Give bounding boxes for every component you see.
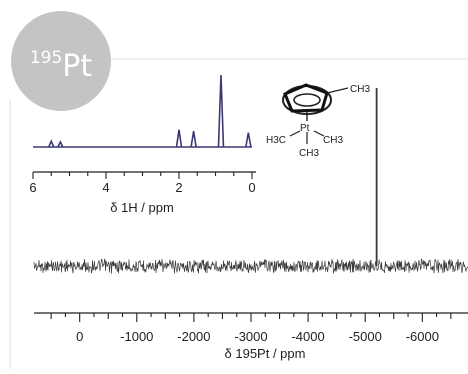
main-tick-label: -4000 [291,329,324,344]
main-195pt-spectrum: 0 -1000 -2000 -3000 -4000 -5000 -6000 δ 195Pt … [33,88,468,361]
badge-mass-number: 195 [30,48,62,68]
inset-axis-title: δ 1H / ppm [110,200,174,215]
inset-tick-label: 6 [29,180,36,195]
methyl-label-top: CH3 [350,84,370,95]
pt-methyl-bond-left [289,130,301,137]
pt-methyl-bond-right [313,130,325,137]
badge-element: Pt [62,49,92,84]
main-noise-trace [33,258,468,274]
methyl-label-bottom: CH3 [299,148,319,159]
inset-tick-label: 4 [102,180,109,195]
inset-tick-label: 0 [248,180,255,195]
isotope-badge: 195Pt [11,11,111,111]
inset-peak-4 [217,74,225,148]
inset-peak-1 [57,140,64,148]
inset-peak-2 [175,129,183,148]
main-axis-title: δ 195Pt / ppm [225,346,306,361]
main-tick-label: 0 [76,329,83,344]
main-tick-label: -6000 [406,329,439,344]
inset-peak-3 [190,131,197,148]
badge-circle [11,11,111,111]
cp-ring-pentagon [283,83,329,113]
inset-peak-0 [48,139,55,148]
methyl-bond-top [326,87,349,94]
main-tick-label: -1000 [120,329,153,344]
main-axis-ticks: 0 -1000 -2000 -3000 -4000 -5000 -6000 [50,313,452,344]
inset-peak-5 [245,132,252,148]
cp-ring-inner [293,93,321,107]
main-tick-label: -3000 [234,329,267,344]
methyl-label-right: CH3 [323,135,343,146]
inset-1h-spectrum: 6 4 2 0 δ 1H / ppm [29,74,256,215]
main-tick-label: -5000 [349,329,382,344]
inset-tick-label: 2 [175,180,182,195]
main-tick-label: -2000 [177,329,210,344]
metal-label: Pt [300,123,310,134]
svg-text:195Pt: 195Pt [30,48,93,84]
inset-axis-ticks: 6 4 2 0 [29,172,256,195]
methyl-label-left: H3C [266,135,286,146]
molecule-structure: CH3 Pt H3C CH3 CH3 [266,83,370,159]
